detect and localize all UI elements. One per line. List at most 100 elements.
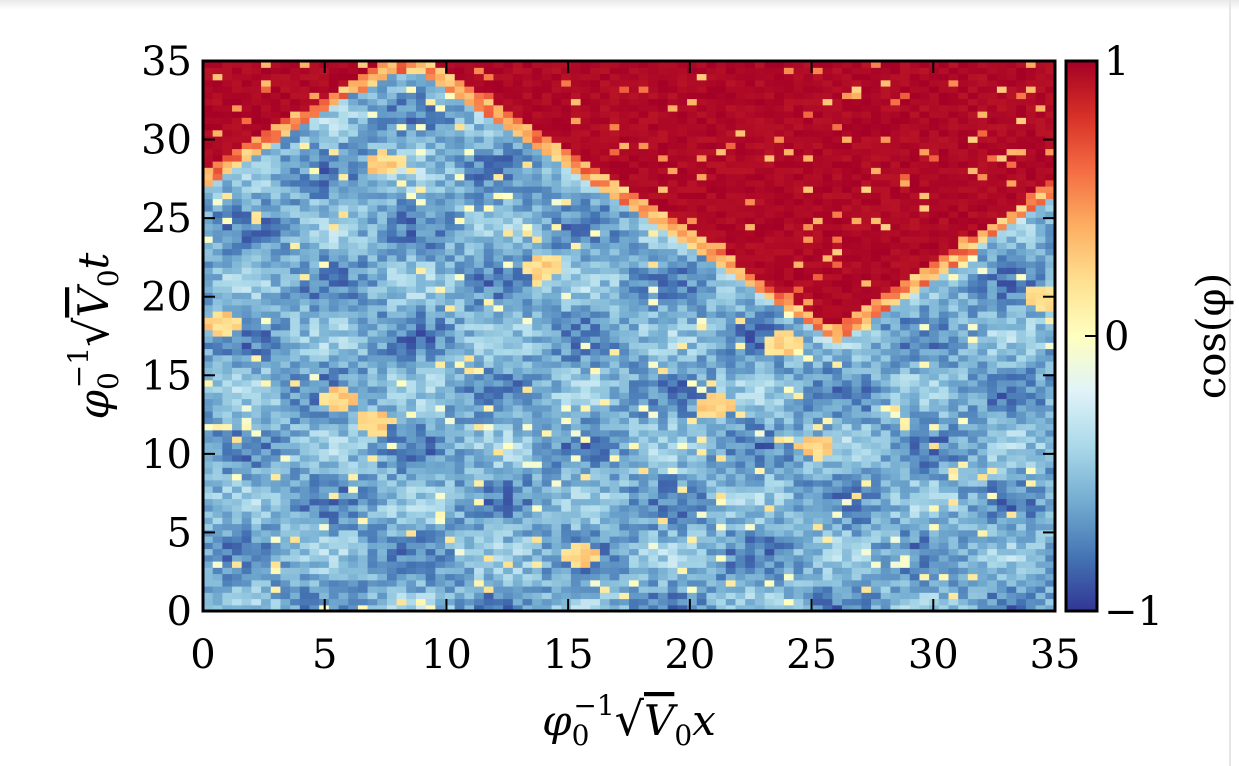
heatmap-cell bbox=[861, 548, 872, 556]
heatmap-cell bbox=[454, 136, 466, 143]
heatmap-cell bbox=[522, 579, 533, 587]
heatmap-cell bbox=[212, 573, 223, 581]
heatmap-cell bbox=[735, 579, 746, 587]
heatmap-cell bbox=[232, 529, 243, 537]
heatmap-cell bbox=[754, 486, 766, 493]
heatmap-cell bbox=[667, 398, 679, 406]
heatmap-cell bbox=[512, 186, 524, 193]
heatmap-cell bbox=[687, 542, 698, 550]
heatmap-cell bbox=[454, 361, 466, 368]
heatmap-cell bbox=[900, 579, 911, 587]
heatmap-cell bbox=[454, 148, 466, 156]
heatmap-cell bbox=[667, 236, 679, 243]
heatmap-cell bbox=[290, 498, 301, 506]
heatmap-cell bbox=[522, 423, 533, 431]
heatmap-cell bbox=[783, 486, 795, 493]
heatmap-cell bbox=[309, 498, 320, 506]
heatmap-cell bbox=[570, 498, 582, 506]
heatmap-cell bbox=[725, 548, 737, 556]
heatmap-cell bbox=[290, 567, 301, 575]
heatmap-cell bbox=[483, 492, 495, 500]
heatmap-cell bbox=[416, 467, 427, 475]
heatmap-cell bbox=[328, 379, 340, 387]
heatmap-cell bbox=[570, 536, 582, 543]
heatmap-cell bbox=[386, 73, 398, 81]
heatmap-cell bbox=[493, 236, 504, 243]
heatmap-cell bbox=[764, 498, 775, 506]
heatmap-cell bbox=[241, 167, 253, 175]
heatmap-cell bbox=[851, 423, 862, 431]
heatmap-cell bbox=[416, 529, 427, 537]
heatmap-cell bbox=[232, 542, 243, 550]
heatmap-cell bbox=[425, 417, 436, 425]
heatmap-cell bbox=[522, 479, 533, 487]
heatmap-cell bbox=[803, 486, 814, 493]
heatmap-cell bbox=[687, 311, 698, 318]
heatmap-cell bbox=[357, 536, 369, 543]
heatmap-cell bbox=[425, 586, 436, 593]
heatmap-cell bbox=[212, 567, 223, 575]
heatmap-cell bbox=[212, 317, 223, 325]
heatmap-cell bbox=[232, 254, 243, 262]
heatmap-cell bbox=[551, 561, 562, 568]
heatmap-cell bbox=[725, 448, 737, 456]
heatmap-cell bbox=[261, 467, 272, 475]
heatmap-cell bbox=[716, 536, 727, 543]
heatmap-cell bbox=[803, 548, 814, 556]
heatmap-cell bbox=[406, 442, 417, 450]
heatmap-cell bbox=[706, 511, 717, 518]
heatmap-cell bbox=[551, 517, 562, 525]
heatmap-cell bbox=[348, 492, 359, 500]
heatmap-cell bbox=[842, 454, 853, 462]
heatmap-cell bbox=[348, 342, 359, 350]
heatmap-cell bbox=[745, 379, 756, 387]
heatmap-cell bbox=[532, 536, 543, 543]
heatmap-cell bbox=[619, 254, 630, 262]
heatmap-cell bbox=[638, 304, 649, 312]
heatmap-cell bbox=[270, 248, 282, 256]
heatmap-cell bbox=[783, 479, 795, 487]
heatmap-cell bbox=[319, 379, 330, 387]
heatmap-cell bbox=[754, 498, 766, 506]
heatmap-cell bbox=[629, 436, 640, 443]
heatmap-cell bbox=[203, 279, 214, 287]
heatmap-cell bbox=[348, 204, 359, 212]
heatmap-cell bbox=[232, 329, 243, 337]
heatmap-cell bbox=[241, 161, 253, 168]
heatmap-cell bbox=[851, 379, 862, 387]
heatmap-cell bbox=[416, 442, 427, 450]
heatmap-cell bbox=[851, 523, 862, 531]
heatmap-cell bbox=[812, 529, 824, 537]
heatmap-cell bbox=[309, 129, 320, 137]
heatmap-cell bbox=[251, 517, 262, 525]
heatmap-cell bbox=[348, 92, 359, 100]
heatmap-cell bbox=[880, 436, 892, 443]
heatmap-cell bbox=[725, 579, 737, 587]
heatmap-cell bbox=[687, 248, 698, 256]
heatmap-cell bbox=[687, 361, 698, 368]
heatmap-cell bbox=[551, 504, 562, 512]
heatmap-cell bbox=[677, 411, 688, 418]
heatmap-cell bbox=[871, 442, 882, 450]
heatmap-cell bbox=[570, 398, 582, 406]
heatmap-cell bbox=[716, 561, 727, 568]
heatmap-cell bbox=[541, 592, 553, 600]
heatmap-cell bbox=[706, 411, 717, 418]
heatmap-cell bbox=[570, 211, 582, 218]
heatmap-cell bbox=[290, 248, 301, 256]
heatmap-cell bbox=[764, 461, 775, 468]
heatmap-cell bbox=[706, 461, 717, 468]
heatmap-cell bbox=[503, 492, 514, 500]
heatmap-cell bbox=[493, 111, 504, 118]
heatmap-cell bbox=[512, 204, 524, 212]
heatmap-cell bbox=[580, 361, 591, 368]
heatmap-cell bbox=[609, 486, 620, 493]
heatmap-cell bbox=[203, 411, 214, 418]
heatmap-cell bbox=[706, 536, 717, 543]
heatmap-cell bbox=[338, 417, 349, 425]
heatmap-cell bbox=[483, 229, 495, 237]
heatmap-cell bbox=[493, 604, 504, 611]
heatmap-cell bbox=[203, 398, 214, 406]
heatmap-cell bbox=[648, 423, 659, 431]
heatmap-cell bbox=[357, 329, 369, 337]
